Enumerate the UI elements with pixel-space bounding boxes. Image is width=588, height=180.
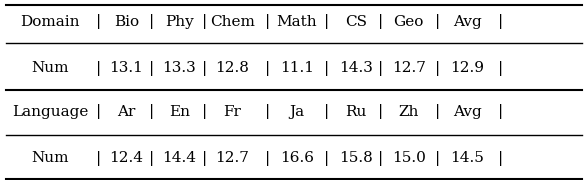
Text: |: | bbox=[265, 104, 270, 119]
Text: Avg: Avg bbox=[453, 105, 482, 119]
Text: |: | bbox=[202, 14, 207, 29]
Text: 15.0: 15.0 bbox=[392, 151, 426, 165]
Text: |: | bbox=[324, 14, 329, 29]
Text: 15.8: 15.8 bbox=[339, 151, 373, 165]
Text: Ru: Ru bbox=[345, 105, 366, 119]
Text: |: | bbox=[436, 14, 440, 29]
Text: 13.1: 13.1 bbox=[109, 61, 143, 75]
Text: |: | bbox=[202, 104, 207, 119]
Text: Math: Math bbox=[276, 15, 318, 29]
Text: |: | bbox=[96, 61, 101, 76]
Text: 14.4: 14.4 bbox=[162, 151, 196, 165]
Text: 12.9: 12.9 bbox=[450, 61, 485, 75]
Text: |: | bbox=[149, 151, 154, 166]
Text: |: | bbox=[265, 151, 270, 166]
Text: |: | bbox=[149, 61, 154, 76]
Text: 11.1: 11.1 bbox=[280, 61, 314, 75]
Text: |: | bbox=[499, 14, 503, 29]
Text: 16.6: 16.6 bbox=[280, 151, 314, 165]
Text: 12.7: 12.7 bbox=[215, 151, 249, 165]
Text: Num: Num bbox=[31, 151, 69, 165]
Text: |: | bbox=[202, 151, 207, 166]
Text: |: | bbox=[499, 61, 503, 76]
Text: |: | bbox=[379, 61, 383, 76]
Text: |: | bbox=[379, 14, 383, 29]
Text: Ja: Ja bbox=[289, 105, 305, 119]
Text: Bio: Bio bbox=[114, 15, 139, 29]
Text: Fr: Fr bbox=[223, 105, 241, 119]
Text: |: | bbox=[265, 14, 270, 29]
Text: Geo: Geo bbox=[393, 15, 424, 29]
Text: 13.3: 13.3 bbox=[162, 61, 196, 75]
Text: 12.4: 12.4 bbox=[109, 151, 143, 165]
Text: |: | bbox=[436, 104, 440, 119]
Text: Chem: Chem bbox=[210, 15, 255, 29]
Text: |: | bbox=[96, 151, 101, 166]
Text: 12.7: 12.7 bbox=[392, 61, 426, 75]
Text: |: | bbox=[436, 151, 440, 166]
Text: Phy: Phy bbox=[165, 15, 193, 29]
Text: |: | bbox=[265, 61, 270, 76]
Text: |: | bbox=[96, 104, 101, 119]
Text: Num: Num bbox=[31, 61, 69, 75]
Text: 14.5: 14.5 bbox=[450, 151, 485, 165]
Text: |: | bbox=[149, 14, 154, 29]
Text: Language: Language bbox=[12, 105, 88, 119]
Text: |: | bbox=[324, 104, 329, 119]
Text: |: | bbox=[324, 61, 329, 76]
Text: |: | bbox=[499, 151, 503, 166]
Text: 12.8: 12.8 bbox=[215, 61, 249, 75]
Text: Avg: Avg bbox=[453, 15, 482, 29]
Text: |: | bbox=[499, 104, 503, 119]
Text: Domain: Domain bbox=[20, 15, 80, 29]
Text: |: | bbox=[96, 14, 101, 29]
Text: 14.3: 14.3 bbox=[339, 61, 373, 75]
Text: |: | bbox=[436, 61, 440, 76]
Text: |: | bbox=[379, 151, 383, 166]
Text: |: | bbox=[379, 104, 383, 119]
Text: Zh: Zh bbox=[399, 105, 419, 119]
Text: Ar: Ar bbox=[117, 105, 136, 119]
Text: |: | bbox=[324, 151, 329, 166]
Text: |: | bbox=[202, 61, 207, 76]
Text: En: En bbox=[169, 105, 190, 119]
Text: |: | bbox=[149, 104, 154, 119]
Text: CS: CS bbox=[345, 15, 367, 29]
